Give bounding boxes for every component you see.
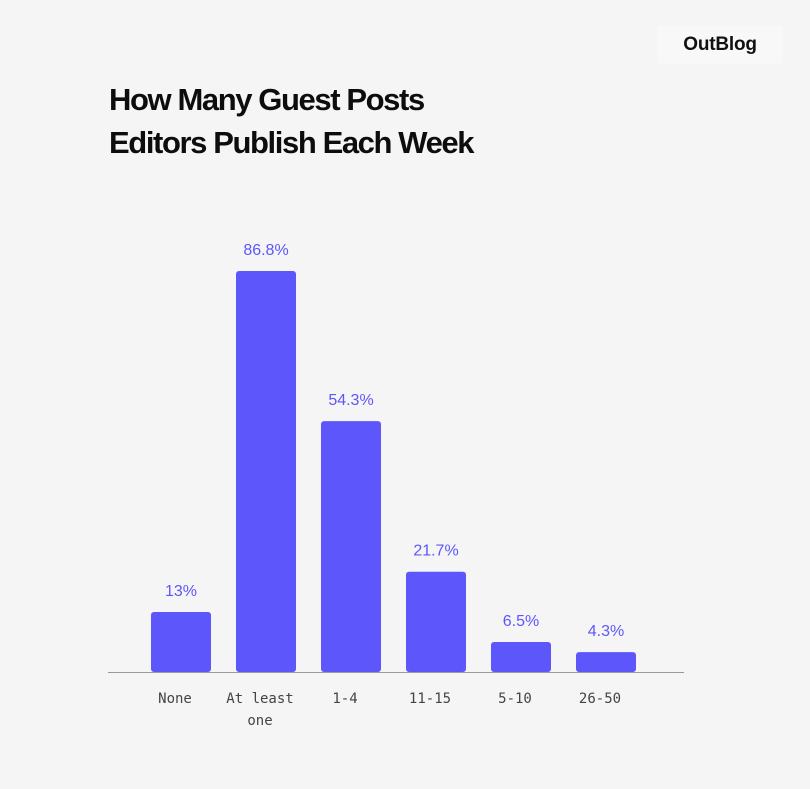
category-label-3: 1-4 [332, 691, 357, 707]
chart-title-line-1: How Many Guest Posts [109, 82, 425, 117]
chart-title: How Many Guest Posts Editors Publish Eac… [109, 78, 475, 164]
bars-group [151, 270, 636, 672]
value-label-1: 13% [165, 583, 197, 600]
bar-5 [491, 641, 551, 672]
bar-4 [406, 571, 466, 672]
bar-3 [321, 421, 381, 672]
category-label-1: None [158, 691, 192, 707]
value-label-2: 86.8% [243, 242, 288, 259]
category-label-2: At least one [226, 691, 293, 729]
category-label-4: 11-15 [409, 691, 451, 707]
bar-6 [576, 652, 636, 672]
category-label-6: 26-50 [579, 691, 621, 707]
category-labels-group: None At least one 1-4 11-15 5-10 26-50 [158, 691, 621, 729]
chart-title-line-2: Editors Publish Each Week [109, 125, 475, 160]
category-label-5: 5-10 [498, 691, 532, 707]
value-label-6: 4.3% [588, 623, 624, 640]
value-label-5: 6.5% [503, 613, 539, 630]
value-label-3: 54.3% [328, 392, 373, 409]
brand-logo: OutBlog [657, 26, 783, 64]
bar-1 [151, 611, 211, 672]
value-labels-group: 13% 86.8% 54.3% 21.7% 6.5% 4.3% [165, 242, 624, 640]
value-label-4: 21.7% [413, 543, 458, 560]
bar-2 [236, 270, 296, 672]
